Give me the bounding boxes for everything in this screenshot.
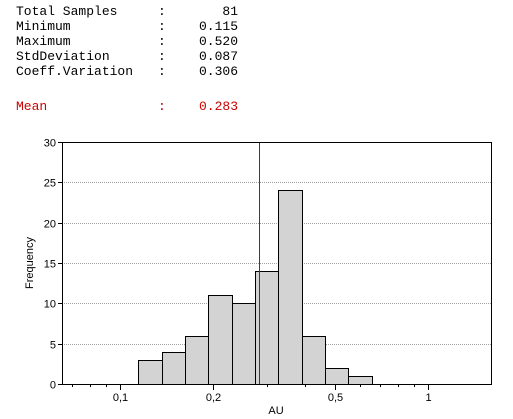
stat-value: 0.520 (198, 34, 238, 49)
histogram-bar (278, 190, 303, 385)
stat-value: 0.283 (198, 99, 238, 114)
histogram-bars (138, 190, 373, 385)
stat-coeff-variation: Coeff.Variation : 0.306 (0, 64, 260, 80)
stat-label: StdDeviation (16, 49, 110, 64)
histogram-bar (185, 336, 209, 385)
stat-total-samples: Total Samples : 81 (0, 4, 260, 20)
y-axis-label: Frequency (24, 237, 36, 289)
x-axis-label: AU (268, 405, 283, 417)
histogram-bar (138, 360, 163, 385)
x-tick-label: 1 (425, 392, 431, 404)
stat-label: Total Samples (16, 4, 118, 19)
histogram-bar (232, 303, 256, 385)
x-axis-ticks: 0,1 0,2 0,5 1 (72, 384, 432, 404)
y-tick-label: 0 (50, 380, 56, 392)
stat-std-deviation: StdDeviation : 0.087 (0, 49, 260, 65)
stat-label: Mean (16, 99, 48, 114)
y-tick-label: 20 (44, 219, 56, 231)
y-tick-label: 25 (44, 178, 56, 190)
histogram-bar (302, 336, 326, 385)
stat-label: Coeff.Variation (16, 64, 134, 79)
stat-value: 0.115 (198, 19, 238, 34)
stat-separator: : (158, 19, 166, 34)
stat-label: Minimum (16, 19, 71, 34)
stat-separator: : (158, 49, 166, 64)
stat-label: Maximum (16, 34, 71, 49)
stat-separator: : (158, 99, 166, 114)
histogram-chart: 0 5 10 15 20 25 30 0,1 0,2 0,5 1 AU Frequency (24, 138, 492, 417)
y-tick-label: 5 (50, 340, 56, 352)
stat-separator: : (158, 64, 166, 79)
y-tick-label: 15 (44, 259, 56, 271)
histogram-bar (208, 295, 233, 385)
stat-value: 0.306 (198, 64, 238, 79)
histogram-bar (348, 376, 373, 385)
plot-frame (62, 142, 492, 385)
x-tick-label: 0,5 (328, 392, 343, 404)
histogram-bar (255, 271, 279, 385)
y-tick-label: 10 (44, 299, 56, 311)
y-tick-label: 30 (44, 138, 56, 150)
y-axis-ticks: 0 5 10 15 20 25 30 (44, 138, 62, 392)
stat-separator: : (158, 34, 166, 49)
stat-value: 0.087 (198, 49, 238, 64)
histogram-bar (325, 368, 349, 385)
stat-separator: : (158, 4, 166, 19)
stat-maximum: Maximum : 0.520 (0, 34, 260, 50)
x-tick-label: 0,2 (206, 392, 221, 404)
statistics-panel: Total Samples : 81 Minimum : 0.115 Maxim… (0, 0, 513, 125)
stat-minimum: Minimum : 0.115 (0, 19, 260, 35)
histogram-bar (162, 352, 186, 385)
x-tick-label: 0,1 (113, 392, 128, 404)
stat-mean: Mean : 0.283 (0, 99, 260, 115)
stat-value: 81 (222, 4, 238, 19)
